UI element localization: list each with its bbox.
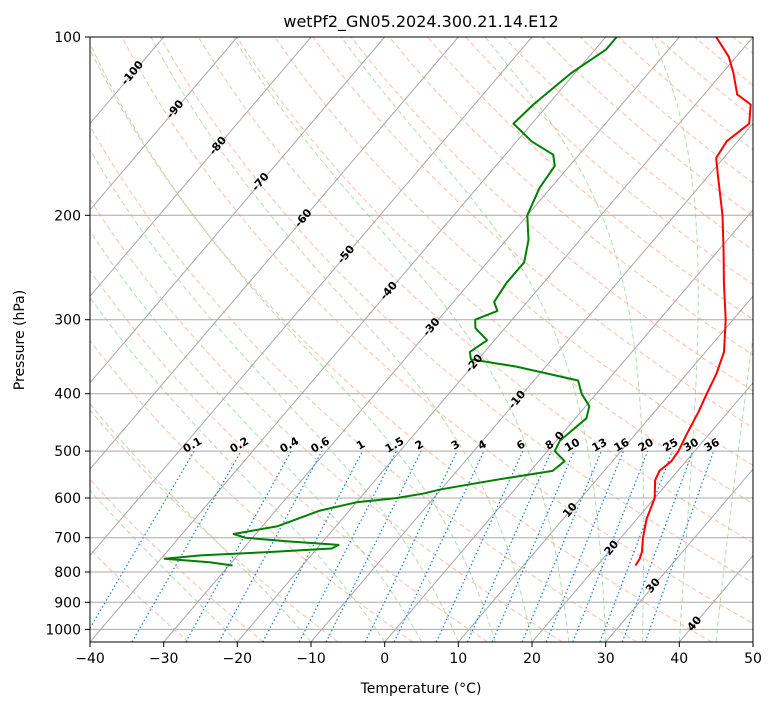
isotherm-line <box>605 468 753 642</box>
x-tick-label: −30 <box>149 651 179 667</box>
mixing-ratio-line <box>90 450 195 630</box>
isotherm-line <box>90 37 238 211</box>
y-tick-label: 100 <box>54 30 81 46</box>
y-tick-label: 1000 <box>45 622 81 638</box>
y-tick-label: 700 <box>54 531 81 547</box>
dry-adiabat-line <box>312 37 753 429</box>
y-tick-label: 900 <box>54 595 81 611</box>
dry-adiabat-line <box>90 125 638 642</box>
moist-adiabat-line <box>90 42 496 642</box>
dry-adiabat-line <box>121 37 753 624</box>
x-tick-label: 20 <box>523 651 541 667</box>
isotherm-line <box>236 37 753 642</box>
moist-adiabat-line <box>90 230 422 642</box>
moist-adiabat-line <box>340 37 607 642</box>
x-tick-label: 40 <box>670 651 688 667</box>
mixing-ratio-line <box>644 450 715 642</box>
mixing-ratio-line <box>491 450 575 642</box>
y-axis-label: Pressure (hPa) <box>12 290 28 390</box>
x-tick-label: 0 <box>380 651 389 667</box>
x-tick-label: 30 <box>597 651 615 667</box>
x-tick-label: −20 <box>223 651 253 667</box>
isotherm-line <box>90 37 459 470</box>
axes: −40 −30 −20 −10 0 10 20 30 40 50 100 200 300 400 500 60… <box>45 30 762 667</box>
mixing-ratio-line <box>435 450 524 642</box>
mixing-ratio-line <box>393 450 485 642</box>
moist-adiabat-line <box>150 37 533 642</box>
mixing-ratio-line <box>185 450 292 642</box>
dry-adiabat-line <box>90 409 339 642</box>
y-tick-label: 800 <box>54 565 81 581</box>
chart-title: wetPf2_GN05.2024.300.21.14.E12 <box>283 12 558 32</box>
mixing-ratio-line <box>364 450 458 642</box>
temperature-profile-line <box>634 37 752 567</box>
mixing-ratio-line <box>466 450 552 642</box>
x-tick-label: 50 <box>744 651 762 667</box>
dry-adiabat-line <box>388 37 753 356</box>
mixing-ratio-line <box>218 450 323 642</box>
x-tick-label: −10 <box>296 651 326 667</box>
moist-adiabat-line <box>484 37 645 642</box>
y-tick-label: 500 <box>54 444 81 460</box>
moist-adiabat-line <box>715 332 753 642</box>
profile-lines <box>163 37 752 567</box>
y-tick-label: 600 <box>54 491 81 507</box>
dry-adiabat-line <box>90 198 563 642</box>
y-tick-label: 300 <box>54 313 81 329</box>
isotherm-line <box>90 37 533 557</box>
isotherm-line <box>90 37 607 642</box>
isotherm-line <box>310 122 753 642</box>
x-tick-label: 10 <box>449 651 467 667</box>
isotherm-line <box>90 37 312 298</box>
isotherm-line <box>531 381 753 642</box>
dry-adiabat-line <box>90 269 488 642</box>
moist-adiabat-line <box>90 148 459 642</box>
background-lines <box>90 37 753 642</box>
dry-adiabat-line <box>236 37 753 505</box>
dry-adiabat-line <box>427 37 753 321</box>
isotherm-line <box>163 37 680 642</box>
y-tick-label: 200 <box>54 208 81 224</box>
isotherm-line <box>457 295 753 642</box>
isotherm-line <box>384 209 753 642</box>
isotherm-line <box>90 37 386 384</box>
moist-adiabat-line <box>90 489 238 642</box>
x-axis-label: Temperature (°C) <box>360 681 482 697</box>
mixing-ratio-line <box>131 450 242 642</box>
dewpoint-profile-line <box>163 37 618 567</box>
mixing-ratio-line <box>521 450 602 642</box>
y-tick-label: 400 <box>54 387 81 403</box>
plot-frame <box>89 36 754 643</box>
x-tick-label: −40 <box>75 651 105 667</box>
moist-adiabat-line <box>90 296 386 642</box>
dry-adiabat-line <box>274 37 753 466</box>
dry-adiabat-line <box>90 478 264 642</box>
